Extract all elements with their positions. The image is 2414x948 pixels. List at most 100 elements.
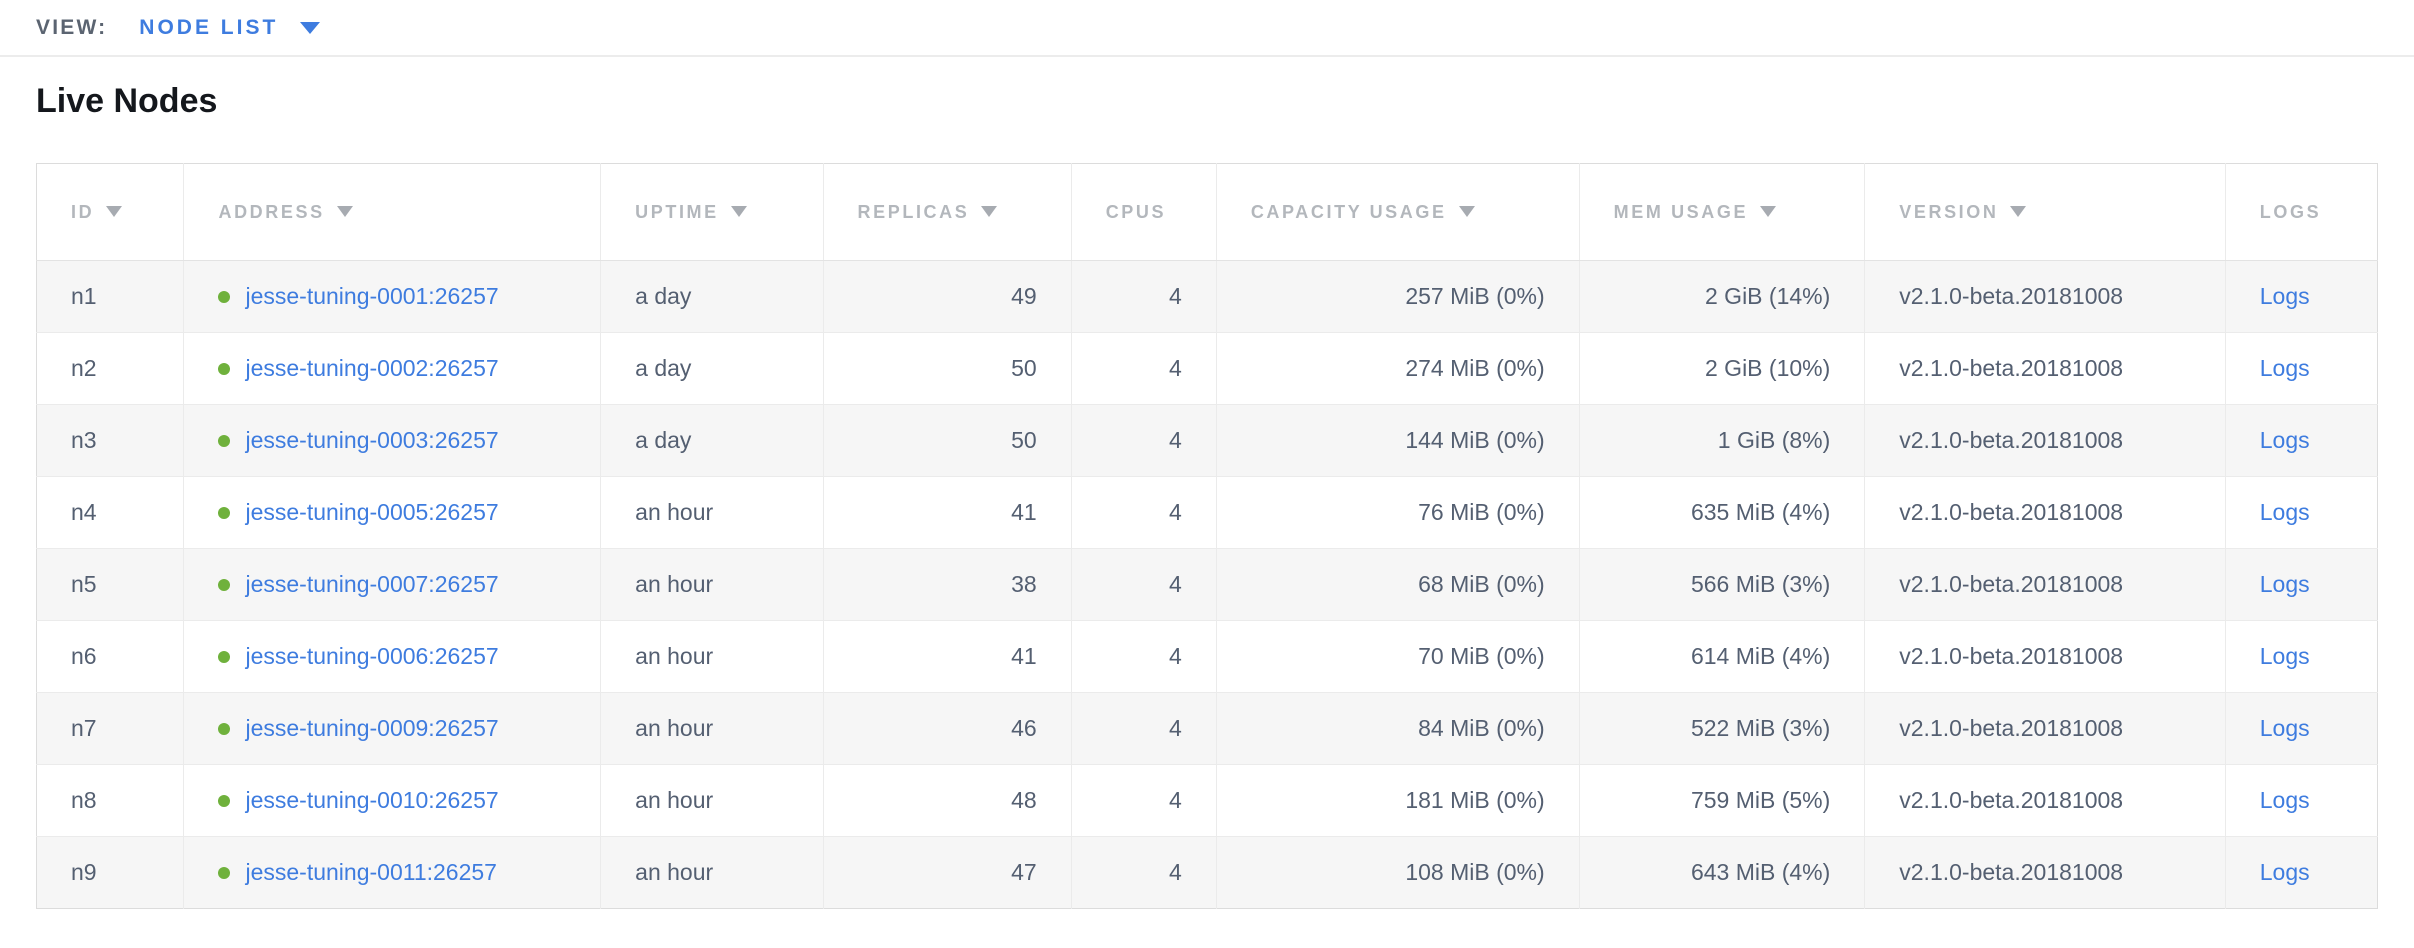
- logs-link[interactable]: Logs: [2259, 787, 2310, 813]
- logs-link[interactable]: Logs: [2259, 355, 2310, 381]
- node-logs-cell: Logs: [2224, 404, 2378, 477]
- node-address-link[interactable]: jesse-tuning-0011:26257: [245, 859, 497, 885]
- node-id-cell: n4: [36, 476, 184, 549]
- node-version-cell: v2.1.0-beta.20181008: [1864, 764, 2226, 837]
- node-mem-usage-cell: 614 MiB (4%): [1578, 620, 1865, 693]
- logs-link[interactable]: Logs: [2259, 571, 2310, 597]
- node-address-cell: jesse-tuning-0002:26257: [183, 332, 601, 405]
- node-address-link[interactable]: jesse-tuning-0005:26257: [245, 499, 499, 525]
- node-address-link[interactable]: jesse-tuning-0001:26257: [245, 283, 499, 309]
- chevron-down-icon: [300, 21, 321, 34]
- node-mem-usage-cell: 566 MiB (3%): [1578, 548, 1865, 621]
- node-replicas-cell: 41: [822, 476, 1072, 549]
- column-header-capacity-usage[interactable]: CAPACITY USAGE: [1215, 163, 1580, 261]
- header-row: ID ADDRESS UPTIME REPLICAS CPUS CAPACITY…: [36, 163, 2378, 261]
- node-cpus-cell: 4: [1070, 764, 1217, 837]
- node-logs-cell: Logs: [2224, 548, 2378, 621]
- node-logs-cell: Logs: [2224, 692, 2378, 765]
- node-live-status-dot-icon: [218, 291, 231, 303]
- node-version-cell: v2.1.0-beta.20181008: [1864, 404, 2226, 477]
- logs-link[interactable]: Logs: [2259, 283, 2310, 309]
- table-row: n5 jesse-tuning-0007:26257 an hour 38 4 …: [36, 548, 2378, 621]
- column-header-address[interactable]: ADDRESS: [183, 163, 601, 261]
- column-header-label: ID: [71, 201, 95, 222]
- logs-link[interactable]: Logs: [2259, 643, 2310, 669]
- node-capacity-usage-cell: 70 MiB (0%): [1215, 620, 1580, 693]
- node-live-status-dot-icon: [218, 507, 231, 519]
- sort-desc-icon: [106, 205, 123, 217]
- node-cpus-cell: 4: [1070, 332, 1217, 405]
- table-row: n6 jesse-tuning-0006:26257 an hour 41 4 …: [36, 620, 2378, 693]
- logs-link[interactable]: Logs: [2259, 859, 2310, 885]
- view-label: VIEW:: [36, 15, 108, 39]
- node-capacity-usage-cell: 108 MiB (0%): [1215, 836, 1580, 909]
- logs-link[interactable]: Logs: [2259, 715, 2310, 741]
- node-mem-usage-cell: 2 GiB (14%): [1578, 260, 1865, 333]
- node-mem-usage-cell: 759 MiB (5%): [1578, 764, 1865, 837]
- live-nodes-section: Live Nodes ID ADDRESS UPTIME REPLICAS CP…: [0, 81, 2414, 909]
- node-replicas-cell: 48: [822, 764, 1072, 837]
- node-address-link[interactable]: jesse-tuning-0006:26257: [245, 643, 499, 669]
- node-logs-cell: Logs: [2224, 332, 2378, 405]
- nodes-table-head: ID ADDRESS UPTIME REPLICAS CPUS CAPACITY…: [36, 163, 2378, 261]
- node-address-link[interactable]: jesse-tuning-0003:26257: [245, 427, 499, 453]
- column-header-label: CPUS: [1105, 201, 1167, 222]
- column-header-uptime[interactable]: UPTIME: [600, 163, 824, 261]
- node-capacity-usage-cell: 84 MiB (0%): [1215, 692, 1580, 765]
- node-uptime-cell: a day: [600, 404, 824, 477]
- node-version-cell: v2.1.0-beta.20181008: [1864, 332, 2226, 405]
- node-address-cell: jesse-tuning-0011:26257: [183, 836, 601, 909]
- node-cpus-cell: 4: [1070, 260, 1217, 333]
- column-header-label: REPLICAS: [857, 201, 970, 222]
- node-address-link[interactable]: jesse-tuning-0007:26257: [245, 571, 499, 597]
- node-replicas-cell: 49: [822, 260, 1072, 333]
- column-header-version[interactable]: VERSION: [1864, 163, 2226, 261]
- node-id-cell: n7: [36, 692, 184, 765]
- node-capacity-usage-cell: 274 MiB (0%): [1215, 332, 1580, 405]
- node-cpus-cell: 4: [1070, 836, 1217, 909]
- node-logs-cell: Logs: [2224, 836, 2378, 909]
- node-version-cell: v2.1.0-beta.20181008: [1864, 836, 2226, 909]
- column-header-id[interactable]: ID: [36, 163, 184, 261]
- column-header-cpus: CPUS: [1070, 163, 1217, 261]
- node-live-status-dot-icon: [218, 795, 231, 807]
- view-dropdown[interactable]: NODE LIST: [139, 16, 321, 40]
- node-capacity-usage-cell: 257 MiB (0%): [1215, 260, 1580, 333]
- column-header-label: CAPACITY USAGE: [1250, 201, 1447, 222]
- column-header-label: MEM USAGE: [1613, 201, 1749, 222]
- node-version-cell: v2.1.0-beta.20181008: [1864, 620, 2226, 693]
- node-capacity-usage-cell: 181 MiB (0%): [1215, 764, 1580, 837]
- table-row: n7 jesse-tuning-0009:26257 an hour 46 4 …: [36, 692, 2378, 765]
- node-uptime-cell: an hour: [600, 620, 824, 693]
- table-row: n3 jesse-tuning-0003:26257 a day 50 4 14…: [36, 404, 2378, 477]
- logs-link[interactable]: Logs: [2259, 427, 2310, 453]
- live-nodes-table: ID ADDRESS UPTIME REPLICAS CPUS CAPACITY…: [36, 163, 2378, 909]
- node-cpus-cell: 4: [1070, 404, 1217, 477]
- column-header-replicas[interactable]: REPLICAS: [822, 163, 1072, 261]
- table-row: n8 jesse-tuning-0010:26257 an hour 48 4 …: [36, 764, 2378, 837]
- node-version-cell: v2.1.0-beta.20181008: [1864, 548, 2226, 621]
- node-address-cell: jesse-tuning-0009:26257: [183, 692, 601, 765]
- node-address-link[interactable]: jesse-tuning-0002:26257: [245, 355, 499, 381]
- node-cpus-cell: 4: [1070, 692, 1217, 765]
- node-address-link[interactable]: jesse-tuning-0010:26257: [245, 787, 499, 813]
- node-live-status-dot-icon: [218, 867, 231, 879]
- node-version-cell: v2.1.0-beta.20181008: [1864, 476, 2226, 549]
- node-id-cell: n3: [36, 404, 184, 477]
- node-address-link[interactable]: jesse-tuning-0009:26257: [245, 715, 499, 741]
- node-replicas-cell: 38: [822, 548, 1072, 621]
- node-cpus-cell: 4: [1070, 476, 1217, 549]
- node-mem-usage-cell: 522 MiB (3%): [1578, 692, 1865, 765]
- node-logs-cell: Logs: [2224, 476, 2378, 549]
- node-id-cell: n1: [36, 260, 184, 333]
- node-id-cell: n9: [36, 836, 184, 909]
- node-uptime-cell: an hour: [600, 764, 824, 837]
- node-version-cell: v2.1.0-beta.20181008: [1864, 692, 2226, 765]
- column-header-mem-usage[interactable]: MEM USAGE: [1578, 163, 1865, 261]
- logs-link[interactable]: Logs: [2259, 499, 2310, 525]
- node-replicas-cell: 46: [822, 692, 1072, 765]
- sort-desc-icon: [730, 205, 747, 217]
- node-uptime-cell: a day: [600, 260, 824, 333]
- column-header-label: ADDRESS: [218, 201, 325, 222]
- node-address-cell: jesse-tuning-0005:26257: [183, 476, 601, 549]
